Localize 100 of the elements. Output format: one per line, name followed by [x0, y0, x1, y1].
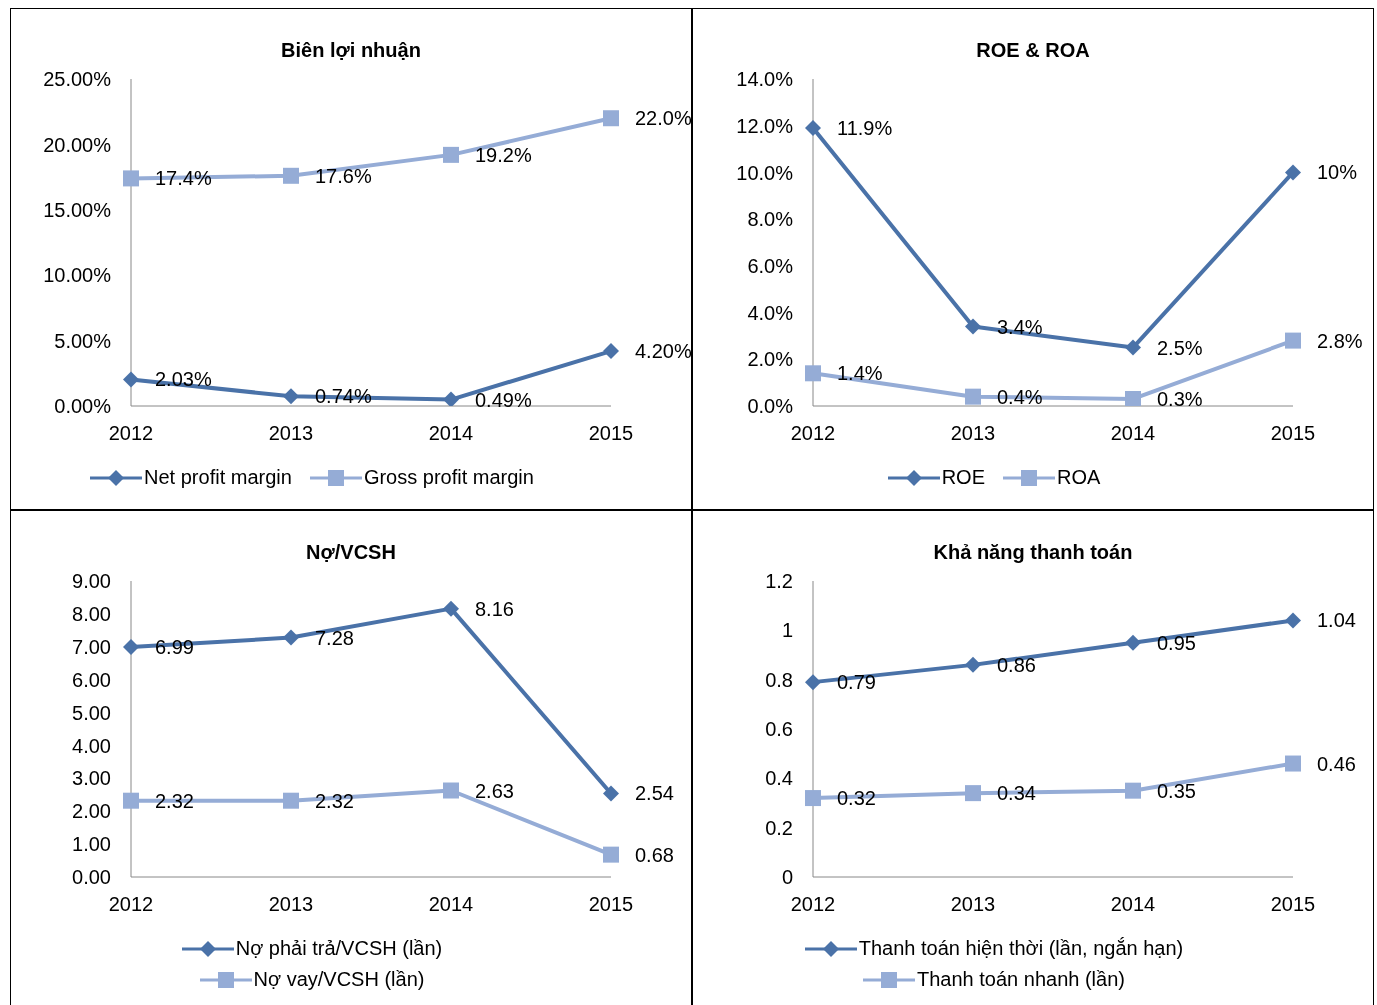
y-tick-label: 1	[781, 619, 793, 642]
data-label: 10%	[1317, 161, 1358, 184]
y-tick-label: 8.00	[72, 602, 111, 625]
x-tick-label: 2015	[1270, 422, 1316, 445]
x-tick-label: 2013	[268, 422, 314, 445]
y-tick-label: 6.00	[72, 668, 111, 691]
data-label: 0.95	[1157, 631, 1196, 654]
point	[443, 782, 459, 799]
chart-title: ROE & ROA	[975, 39, 1091, 63]
x-tick-label: 2013	[950, 422, 996, 445]
data-label: 3.4%	[997, 315, 1043, 338]
x-tick-label: 2014	[428, 422, 474, 445]
y-tick-label: 10.00%	[43, 264, 112, 287]
y-tick-label: 5.00%	[54, 329, 112, 352]
point	[965, 656, 981, 673]
y-tick-label: 9.00	[72, 570, 111, 593]
y-tick-label: 3.00	[72, 767, 111, 790]
point	[123, 371, 139, 388]
data-label: 22.0%	[635, 107, 692, 130]
point	[123, 170, 139, 187]
legend-label: Gross profit margin	[363, 466, 534, 489]
data-label: 0.4%	[997, 385, 1043, 408]
point	[443, 600, 459, 617]
data-label: 0.35	[1157, 779, 1196, 802]
point	[1125, 390, 1141, 406]
y-tick-label: 4.0%	[747, 301, 794, 324]
y-tick-label: 1.2	[765, 570, 793, 593]
point	[1285, 332, 1301, 349]
x-tick-label: 2012	[790, 422, 836, 445]
legend-label: Nợ phải trả/VCSH (lần)	[235, 937, 443, 960]
point	[965, 785, 981, 802]
point	[1125, 339, 1141, 356]
data-label: 17.6%	[315, 164, 372, 187]
data-label: 8.16	[475, 597, 514, 620]
point	[603, 846, 619, 863]
legend-label: Thanh toán nhanh (lần)	[917, 968, 1125, 991]
point	[1125, 782, 1141, 799]
data-label: 0.3%	[1157, 387, 1203, 410]
point	[443, 391, 459, 406]
legend-label: Thanh toán hiện thời (lần, ngắn hạn)	[858, 937, 1184, 960]
y-tick-label: 6.0%	[747, 254, 794, 277]
x-tick-label: 2015	[1270, 893, 1316, 916]
y-tick-label: 4.00	[72, 734, 111, 757]
data-label: 2.63	[475, 779, 514, 802]
point	[283, 388, 299, 405]
y-tick-label: 0.00%	[54, 395, 112, 418]
x-tick-label: 2014	[1110, 422, 1156, 445]
point	[1285, 612, 1301, 629]
x-tick-label: 2012	[790, 893, 836, 916]
data-label: 2.32	[155, 789, 194, 812]
chart-title: Khả năng thanh toán	[932, 541, 1134, 565]
data-label: 0.34	[997, 782, 1036, 805]
y-tick-label: 2.00	[72, 800, 111, 823]
y-tick-label: 0.8	[765, 668, 793, 691]
point	[805, 120, 821, 137]
point	[1285, 755, 1301, 772]
data-label: 0.49%	[475, 388, 532, 411]
point	[603, 785, 619, 802]
point	[123, 639, 139, 656]
point	[603, 343, 619, 360]
x-tick-label: 2015	[588, 422, 634, 445]
data-label: 7.28	[315, 626, 354, 649]
data-label: 2.8%	[1317, 329, 1363, 352]
data-label: 17.4%	[155, 167, 212, 190]
y-tick-label: 0.6	[765, 718, 793, 741]
data-label: 2.32	[315, 789, 354, 812]
point	[443, 146, 459, 163]
x-tick-label: 2013	[950, 893, 996, 916]
x-tick-label: 2014	[428, 893, 474, 916]
point	[603, 110, 619, 127]
data-label: 11.9%	[837, 117, 893, 140]
point	[805, 674, 821, 691]
data-label: 2.5%	[1157, 336, 1203, 359]
data-label: 0.32	[837, 787, 876, 810]
point	[1125, 634, 1141, 651]
data-label: 4.20%	[635, 340, 692, 363]
y-tick-label: 14.0%	[736, 68, 794, 91]
legend-label: Net profit margin	[144, 466, 292, 489]
point	[1285, 164, 1301, 181]
point	[283, 792, 299, 809]
y-tick-label: 25.00%	[43, 68, 112, 91]
y-tick-label: 20.00%	[43, 133, 112, 156]
data-label: 0.46	[1317, 752, 1356, 775]
y-tick-label: 10.0%	[736, 161, 794, 184]
x-tick-label: 2012	[108, 893, 154, 916]
point	[805, 790, 821, 807]
y-tick-label: 0.0%	[747, 395, 794, 418]
x-tick-label: 2012	[108, 422, 154, 445]
point	[283, 167, 299, 184]
data-label: 0.86	[997, 653, 1036, 676]
point	[965, 318, 981, 335]
y-tick-label: 12.0%	[736, 114, 794, 137]
data-label: 19.2%	[475, 143, 532, 166]
x-tick-label: 2013	[268, 893, 314, 916]
y-tick-label: 1.00	[72, 833, 111, 856]
legend-label: ROE	[941, 466, 985, 489]
y-tick-label: 0.4	[765, 767, 793, 790]
chart-title: Nợ/VCSH	[305, 541, 397, 565]
x-tick-label: 2014	[1110, 893, 1156, 916]
y-tick-label: 5.00	[72, 701, 111, 724]
